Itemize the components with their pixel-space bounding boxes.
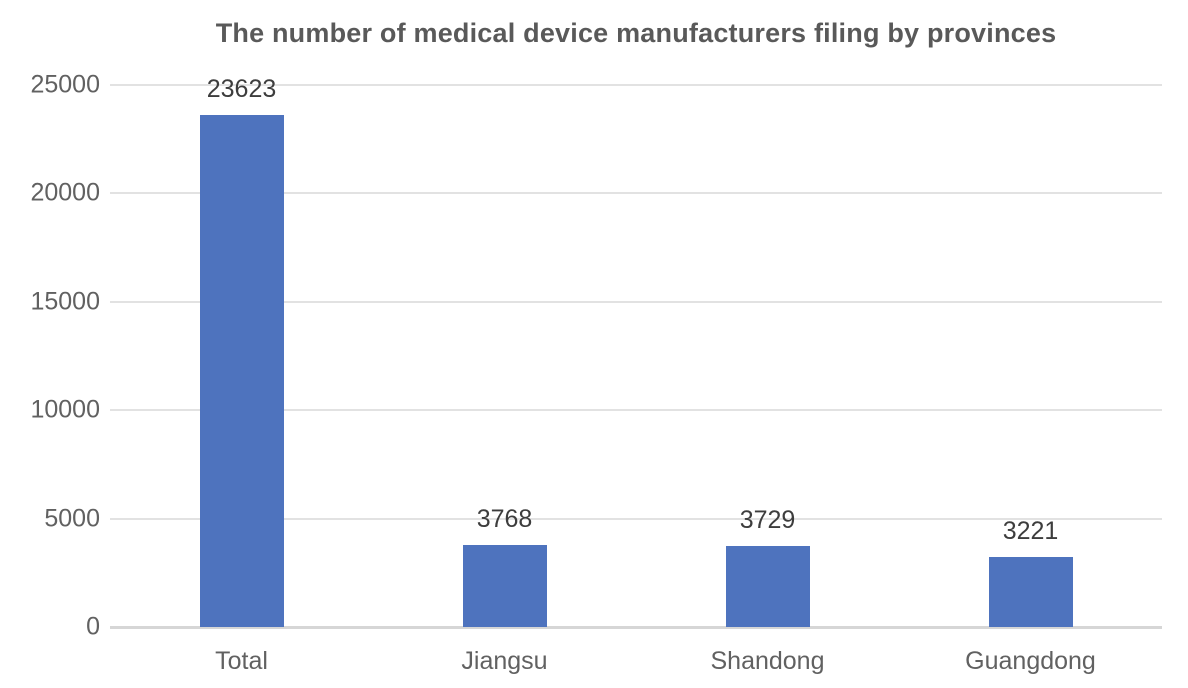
bar-value-label-shandong: 3729 — [739, 506, 796, 535]
gridline-25000 — [110, 84, 1162, 86]
x-category-label-guangdong: Guangdong — [965, 647, 1096, 675]
x-axis-line — [110, 626, 1162, 629]
bar-total — [199, 114, 284, 627]
bar-guangdong — [988, 557, 1073, 627]
bar-jiangsu — [462, 545, 547, 627]
bar-value-label-jiangsu: 3768 — [476, 505, 533, 534]
y-axis-tick-label: 15000 — [30, 287, 100, 316]
y-axis-tick-label: 0 — [86, 612, 100, 641]
bar-value-label-guangdong: 3221 — [1002, 517, 1059, 546]
gridline-10000 — [110, 409, 1162, 412]
gridline-5000 — [110, 517, 1162, 520]
chart-title: The number of medical device manufacture… — [215, 18, 1057, 48]
y-axis-tick-label: 5000 — [44, 504, 100, 533]
x-category-label-shandong: Shandong — [710, 647, 825, 675]
bar-shandong — [725, 546, 810, 627]
gridline-20000 — [110, 192, 1162, 195]
bar-value-label-total: 23623 — [206, 74, 277, 103]
x-category-label-jiangsu: Jiangsu — [461, 647, 548, 675]
y-axis-tick-label: 10000 — [30, 395, 100, 424]
x-category-label-total: Total — [215, 647, 268, 675]
y-axis-tick-label: 20000 — [30, 178, 100, 207]
gridline-15000 — [110, 300, 1162, 303]
y-axis-tick-label: 25000 — [30, 70, 100, 99]
